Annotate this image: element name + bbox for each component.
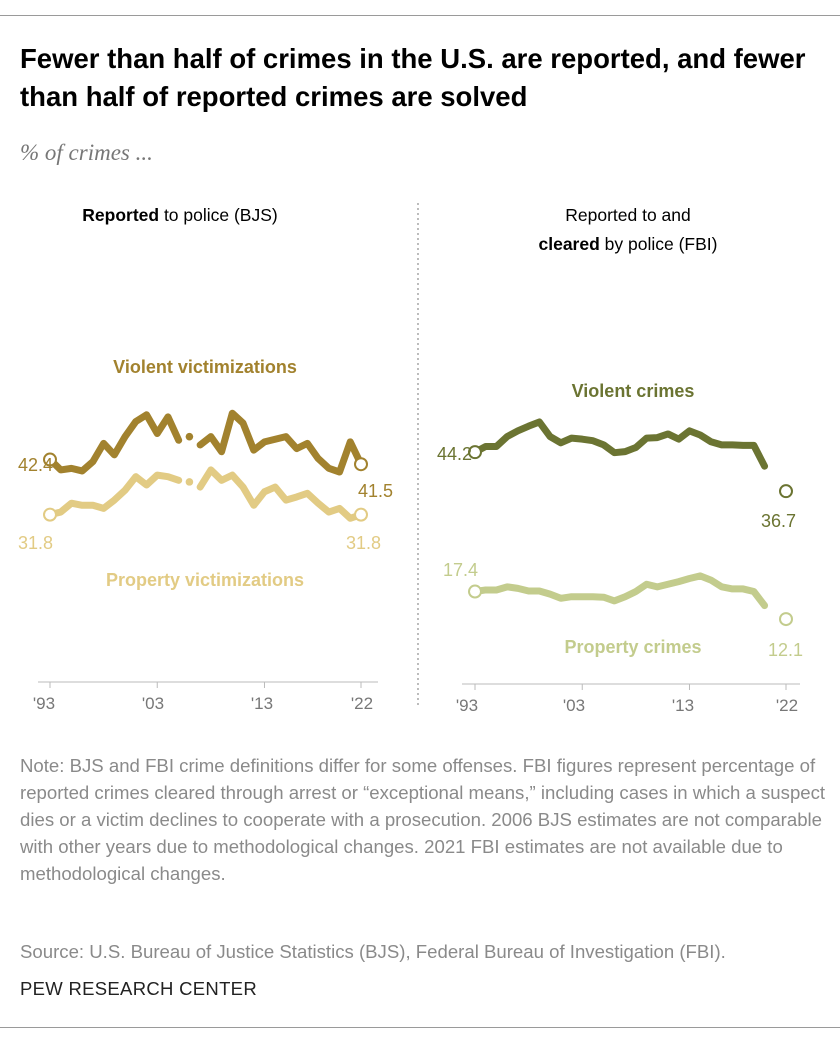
brand-logo-text: PEW RESEARCH CENTER bbox=[20, 978, 257, 999]
x-tick-label: '03 bbox=[142, 694, 164, 713]
chart-subtitle: % of crimes ... bbox=[20, 140, 153, 165]
data-label-property-start: 31.8 bbox=[18, 533, 53, 553]
chart-title: Fewer than half of crimes in the U.S. ar… bbox=[20, 43, 806, 112]
endpoint-marker bbox=[468, 584, 482, 599]
data-label-violent-crimes-end: 36.7 bbox=[761, 511, 796, 531]
data-label-violent-end: 41.5 bbox=[358, 481, 393, 501]
endpoint-marker bbox=[43, 452, 57, 467]
chart-notes: Note: BJS and FBI crime definitions diff… bbox=[20, 755, 826, 884]
right-panel: '93 '03 '13 '22 bbox=[456, 418, 800, 715]
bottom-rule bbox=[0, 1027, 840, 1028]
x-tick-label: '13 bbox=[672, 696, 694, 715]
x-tick-label: '93 bbox=[456, 696, 478, 715]
right-panel-title-line1: Reported to and bbox=[565, 205, 691, 225]
series-label-violent-crimes: Violent crimes bbox=[572, 381, 695, 401]
endpoint-marker bbox=[779, 484, 793, 499]
data-point-isolated bbox=[185, 432, 194, 441]
chart-source: Source: U.S. Bureau of Justice Statistic… bbox=[20, 941, 726, 962]
endpoint-marker bbox=[468, 445, 482, 460]
chart-svg: Reported to police (BJS) Reported to and… bbox=[18, 203, 803, 715]
endpoint-marker bbox=[43, 507, 57, 522]
left-panel: '93 '03 '13 '22 bbox=[33, 409, 378, 713]
x-tick-label: '22 bbox=[351, 694, 373, 713]
top-rule bbox=[0, 15, 840, 16]
x-tick-label: '13 bbox=[251, 694, 273, 713]
series-line-property-victimizations bbox=[46, 471, 183, 519]
endpoint-marker bbox=[354, 457, 368, 472]
endpoint-marker bbox=[779, 612, 793, 627]
series-label-property-crimes: Property crimes bbox=[564, 637, 701, 657]
series-line-violent-crimes bbox=[471, 418, 769, 470]
left-panel-title: Reported to police (BJS) bbox=[82, 205, 277, 225]
data-label-violent-start: 42.4 bbox=[18, 455, 53, 475]
series-line-violent-victimizations bbox=[196, 409, 365, 476]
endpoint-marker bbox=[354, 507, 368, 522]
data-label-violent-crimes-start: 44.2 bbox=[437, 444, 472, 464]
data-point-isolated bbox=[185, 478, 194, 486]
series-line-violent-victimizations bbox=[46, 411, 183, 475]
x-tick-label: '03 bbox=[563, 696, 585, 715]
right-panel-title-line2: cleared by police (FBI) bbox=[539, 234, 718, 254]
x-tick-label: '22 bbox=[776, 696, 798, 715]
data-label-property-crimes-end: 12.1 bbox=[768, 640, 803, 660]
x-tick-label: '93 bbox=[33, 694, 55, 713]
data-label-property-crimes-start: 17.4 bbox=[443, 560, 478, 580]
series-label-property-victimizations: Property victimizations bbox=[106, 570, 304, 590]
series-label-violent-victimizations: Violent victimizations bbox=[113, 357, 297, 377]
series-line-property-crimes bbox=[471, 572, 769, 610]
data-label-property-end: 31.8 bbox=[346, 533, 381, 553]
series-line-property-victimizations bbox=[196, 466, 365, 522]
